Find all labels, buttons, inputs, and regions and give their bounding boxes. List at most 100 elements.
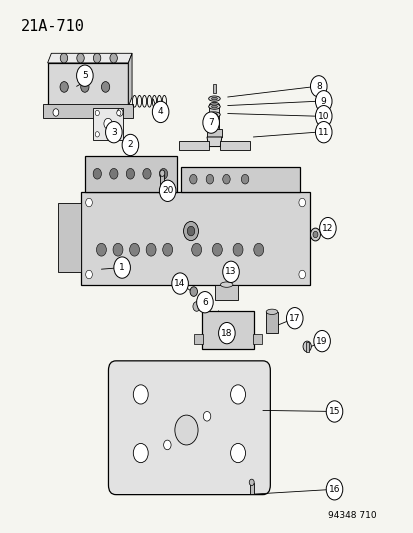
- Polygon shape: [47, 53, 132, 63]
- Bar: [209, 105, 219, 131]
- Ellipse shape: [211, 114, 217, 116]
- Text: 7: 7: [208, 118, 214, 127]
- Circle shape: [218, 322, 235, 344]
- Circle shape: [298, 270, 305, 279]
- Ellipse shape: [208, 104, 220, 109]
- Circle shape: [96, 243, 106, 256]
- Circle shape: [190, 287, 197, 296]
- Polygon shape: [206, 137, 221, 147]
- Circle shape: [171, 273, 188, 294]
- Circle shape: [60, 82, 68, 92]
- Circle shape: [298, 198, 305, 207]
- Polygon shape: [58, 203, 81, 272]
- Circle shape: [310, 228, 320, 241]
- Text: 14: 14: [174, 279, 185, 288]
- Circle shape: [93, 53, 101, 63]
- Text: 2: 2: [127, 141, 133, 149]
- Circle shape: [315, 106, 331, 127]
- Polygon shape: [179, 141, 208, 150]
- Polygon shape: [43, 104, 133, 118]
- Bar: [266, 312, 277, 333]
- Circle shape: [126, 168, 134, 179]
- Circle shape: [212, 243, 222, 256]
- Circle shape: [116, 132, 121, 137]
- Text: 15: 15: [328, 407, 339, 416]
- Circle shape: [142, 168, 151, 179]
- Circle shape: [109, 168, 118, 179]
- Circle shape: [222, 174, 230, 184]
- Circle shape: [206, 174, 213, 184]
- Bar: [206, 129, 221, 137]
- Circle shape: [60, 53, 68, 63]
- Polygon shape: [85, 156, 176, 192]
- Circle shape: [183, 222, 198, 241]
- Text: 8: 8: [315, 82, 321, 91]
- Text: 11: 11: [317, 128, 329, 136]
- Circle shape: [95, 110, 99, 116]
- FancyBboxPatch shape: [108, 361, 270, 495]
- Circle shape: [95, 132, 99, 137]
- Circle shape: [159, 180, 176, 201]
- Circle shape: [162, 243, 172, 256]
- Circle shape: [159, 168, 167, 179]
- Circle shape: [105, 122, 122, 143]
- Circle shape: [230, 385, 245, 404]
- Circle shape: [77, 53, 84, 63]
- Circle shape: [230, 443, 245, 463]
- Circle shape: [133, 443, 148, 463]
- Circle shape: [241, 174, 248, 184]
- Circle shape: [325, 401, 342, 422]
- Polygon shape: [47, 63, 128, 107]
- Ellipse shape: [211, 106, 217, 108]
- Circle shape: [110, 53, 117, 63]
- Ellipse shape: [266, 309, 277, 314]
- Circle shape: [302, 341, 311, 352]
- Text: 12: 12: [321, 224, 333, 232]
- Circle shape: [312, 231, 317, 238]
- Ellipse shape: [208, 112, 220, 117]
- Text: 6: 6: [202, 298, 207, 306]
- Text: 18: 18: [221, 329, 232, 337]
- Circle shape: [163, 440, 171, 450]
- Polygon shape: [220, 141, 249, 150]
- Bar: [252, 334, 261, 344]
- Circle shape: [313, 330, 330, 352]
- Text: 5: 5: [82, 71, 88, 80]
- Circle shape: [53, 109, 59, 116]
- Circle shape: [189, 174, 197, 184]
- Circle shape: [310, 76, 326, 97]
- Polygon shape: [93, 108, 123, 140]
- Circle shape: [113, 243, 123, 256]
- Circle shape: [187, 226, 194, 236]
- Circle shape: [76, 65, 93, 86]
- Circle shape: [93, 168, 101, 179]
- Circle shape: [152, 101, 169, 123]
- Text: 3: 3: [111, 128, 116, 136]
- Ellipse shape: [208, 96, 220, 101]
- Circle shape: [203, 411, 210, 421]
- Circle shape: [192, 302, 200, 311]
- Bar: [305, 342, 308, 352]
- Bar: [215, 285, 237, 300]
- Text: 21A-710: 21A-710: [21, 19, 84, 34]
- Circle shape: [222, 261, 239, 282]
- Circle shape: [117, 109, 123, 116]
- Circle shape: [101, 82, 109, 92]
- Circle shape: [315, 122, 331, 143]
- Circle shape: [133, 385, 148, 404]
- Circle shape: [253, 243, 263, 256]
- Polygon shape: [128, 53, 132, 107]
- Circle shape: [127, 142, 135, 153]
- Circle shape: [85, 198, 92, 207]
- Ellipse shape: [209, 102, 219, 108]
- Bar: [160, 175, 164, 187]
- Circle shape: [85, 270, 92, 279]
- Text: 4: 4: [157, 108, 163, 116]
- Circle shape: [325, 479, 342, 500]
- Text: 16: 16: [328, 485, 339, 494]
- Circle shape: [81, 82, 89, 92]
- Circle shape: [202, 112, 219, 133]
- Circle shape: [196, 292, 213, 313]
- Circle shape: [286, 308, 302, 329]
- Circle shape: [116, 110, 121, 116]
